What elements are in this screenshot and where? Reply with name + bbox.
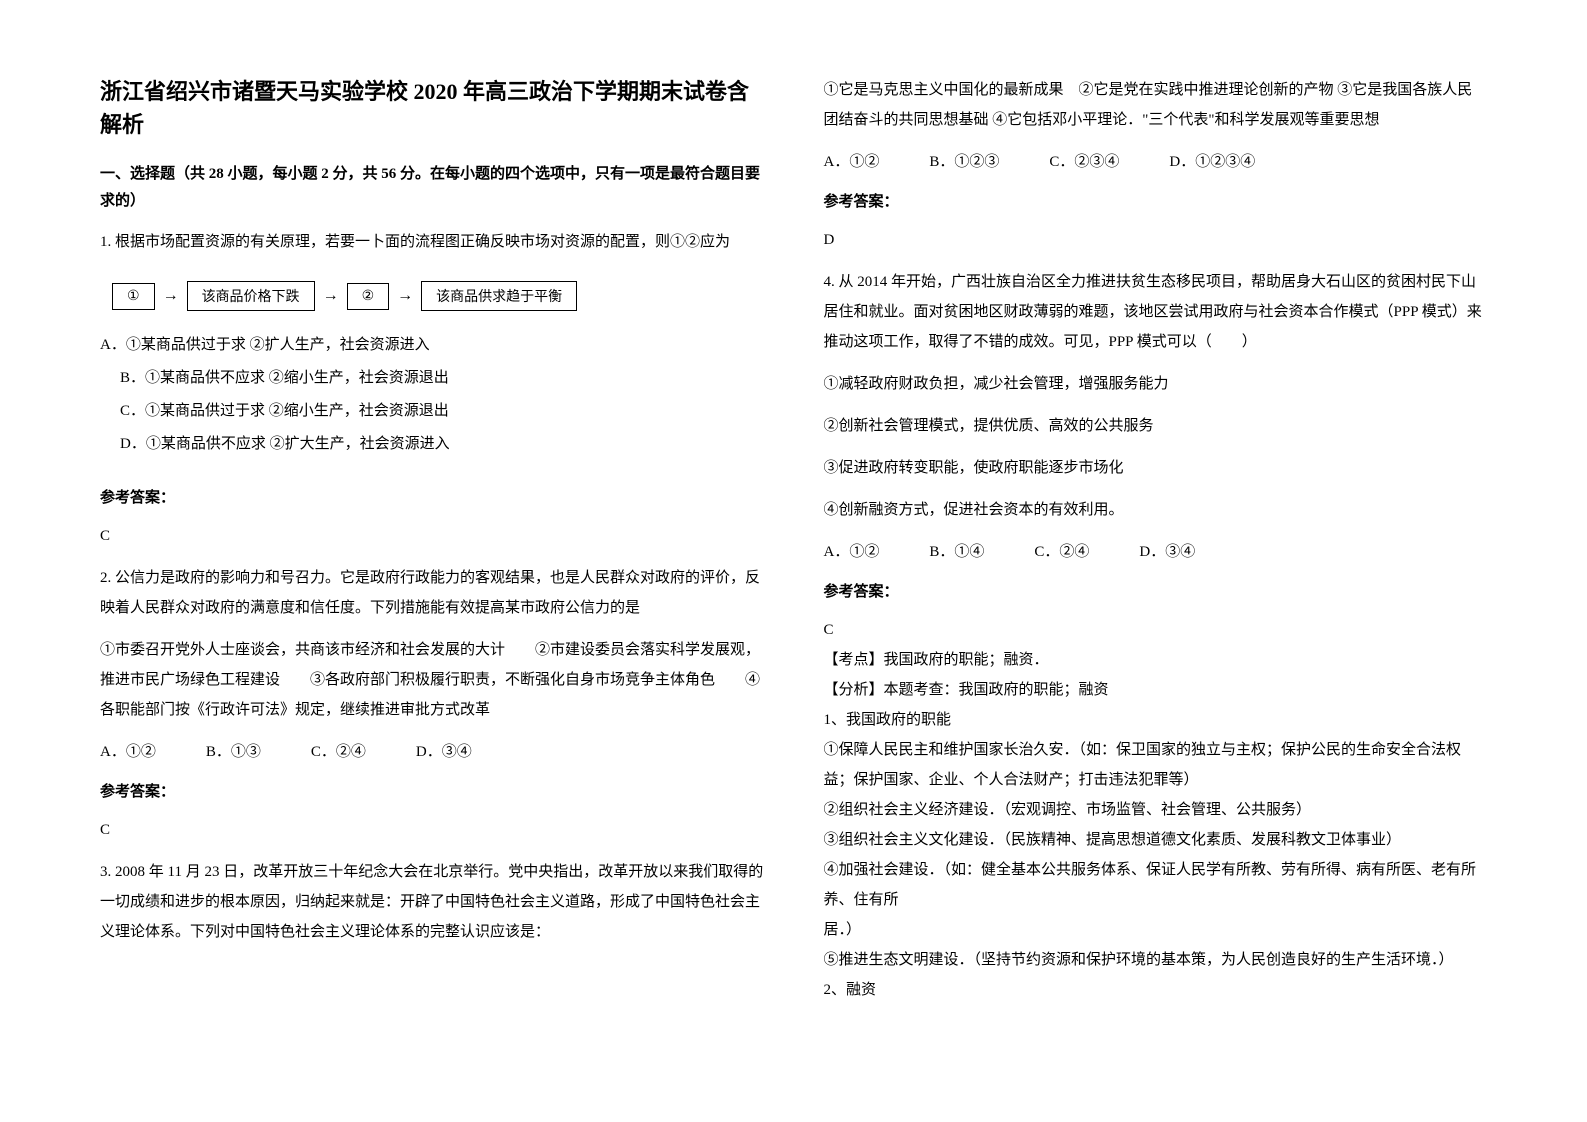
q4-option-a: A．①②: [824, 537, 880, 567]
q4-answer: C: [824, 615, 1488, 645]
q3-sub: ①它是马克思主义中国化的最新成果 ②它是党在实践中推进理论创新的产物 ③它是我国…: [824, 75, 1488, 135]
q2-answer: C: [100, 815, 764, 845]
q3-option-d: D．①②③④: [1169, 147, 1255, 177]
arrow-icon: →: [163, 287, 179, 305]
flow-diagram: ① → 该商品价格下跌 → ② → 该商品供求趋于平衡: [112, 281, 764, 311]
exam-title: 浙江省绍兴市诸暨天马实验学校 2020 年高三政治下学期期末试卷含解析: [100, 75, 764, 141]
q3-options: A．①② B．①②③ C．②③④ D．①②③④: [824, 147, 1488, 177]
flow-box-4: 该商品供求趋于平衡: [421, 281, 577, 311]
q4-option-d: D．③④: [1139, 537, 1195, 567]
q4-option-b: B．①④: [929, 537, 984, 567]
q4-analysis2: 【分析】本题考查：我国政府的职能；融资: [824, 675, 1488, 705]
q1-answer: C: [100, 521, 764, 551]
q4-option-c: C．②④: [1034, 537, 1089, 567]
q4-answer-label: 参考答案：: [824, 577, 1488, 607]
q4-analysis6: ③组织社会主义文化建设．（民族精神、提高思想道德文化素质、发展科教文卫体事业）: [824, 825, 1488, 855]
q4-sub1: ①减轻政府财政负担，减少社会管理，增强服务能力: [824, 369, 1488, 399]
q1-option-d: D．①某商品供不应求 ②扩大生产，社会资源进入: [100, 428, 764, 461]
flow-box-1: ①: [112, 283, 155, 310]
q4-options: A．①② B．①④ C．②④ D．③④: [824, 537, 1488, 567]
q4-analysis5: ②组织社会主义经济建设．（宏观调控、市场监管、社会管理、公共服务）: [824, 795, 1488, 825]
q1-text: 1. 根据市场配置资源的有关原理，若要一卜面的流程图正确反映市场对资源的配置，则…: [100, 227, 764, 257]
q3-answer-label: 参考答案：: [824, 187, 1488, 217]
q4-analysis9: ⑤推进生态文明建设．（坚持节约资源和保护环境的基本策，为人民创造良好的生产生活环…: [824, 945, 1488, 975]
q2-text: 2. 公信力是政府的影响力和号召力。它是政府行政能力的客观结果，也是人民群众对政…: [100, 563, 764, 623]
q4-sub4: ④创新融资方式，促进社会资本的有效利用。: [824, 495, 1488, 525]
q1-option-a: A．①某商品供过于求 ②扩人生产，社会资源进入: [100, 329, 764, 362]
q4-analysis7: ④加强社会建设．（如：健全基本公共服务体系、保证人民学有所教、劳有所得、病有所医…: [824, 855, 1488, 915]
q1-option-c: C．①某商品供过于求 ②缩小生产，社会资源退出: [100, 395, 764, 428]
flow-box-3: ②: [347, 283, 390, 310]
q2-answer-label: 参考答案：: [100, 777, 764, 807]
q3-text: 3. 2008 年 11 月 23 日，改革开放三十年纪念大会在北京举行。党中央…: [100, 857, 764, 947]
q4-analysis1: 【考点】我国政府的职能；融资．: [824, 645, 1488, 675]
right-column: ①它是马克思主义中国化的最新成果 ②它是党在实践中推进理论创新的产物 ③它是我国…: [824, 75, 1488, 1047]
arrow-icon: →: [397, 287, 413, 305]
left-column: 浙江省绍兴市诸暨天马实验学校 2020 年高三政治下学期期末试卷含解析 一、选择…: [100, 75, 764, 1047]
q4-sub3: ③促进政府转变职能，使政府职能逐步市场化: [824, 453, 1488, 483]
q4-analysis3: 1、我国政府的职能: [824, 705, 1488, 735]
q4-analysis8: 居．）: [824, 915, 1488, 945]
flow-box-2: 该商品价格下跌: [187, 281, 315, 311]
q2-option-d: D．③④: [416, 737, 472, 767]
q3-option-a: A．①②: [824, 147, 880, 177]
q4-sub2: ②创新社会管理模式，提供优质、高效的公共服务: [824, 411, 1488, 441]
arrow-icon: →: [323, 287, 339, 305]
q1-answer-label: 参考答案：: [100, 483, 764, 513]
q4-text: 4. 从 2014 年开始，广西壮族自治区全力推进扶贫生态移民项目，帮助居身大石…: [824, 267, 1488, 357]
q2-option-b: B．①③: [206, 737, 261, 767]
section-header: 一、选择题（共 28 小题，每小题 2 分，共 56 分。在每小题的四个选项中，…: [100, 161, 764, 215]
q1-options: A．①某商品供过于求 ②扩人生产，社会资源进入 B．①某商品供不应求 ②缩小生产…: [100, 329, 764, 461]
q4-analysis10: 2、融资: [824, 975, 1488, 1005]
q3-option-c: C．②③④: [1049, 147, 1119, 177]
q2-option-c: C．②④: [311, 737, 366, 767]
q2-options: A．①② B．①③ C．②④ D．③④: [100, 737, 764, 767]
q1-option-b: B．①某商品供不应求 ②缩小生产，社会资源退出: [100, 362, 764, 395]
q2-option-a: A．①②: [100, 737, 156, 767]
q2-sub: ①市委召开党外人士座谈会，共商该市经济和社会发展的大计 ②市建设委员会落实科学发…: [100, 635, 764, 725]
q3-answer: D: [824, 225, 1488, 255]
q3-option-b: B．①②③: [929, 147, 999, 177]
q4-analysis4: ①保障人民民主和维护国家长治久安．（如：保卫国家的独立与主权；保护公民的生命安全…: [824, 735, 1488, 795]
